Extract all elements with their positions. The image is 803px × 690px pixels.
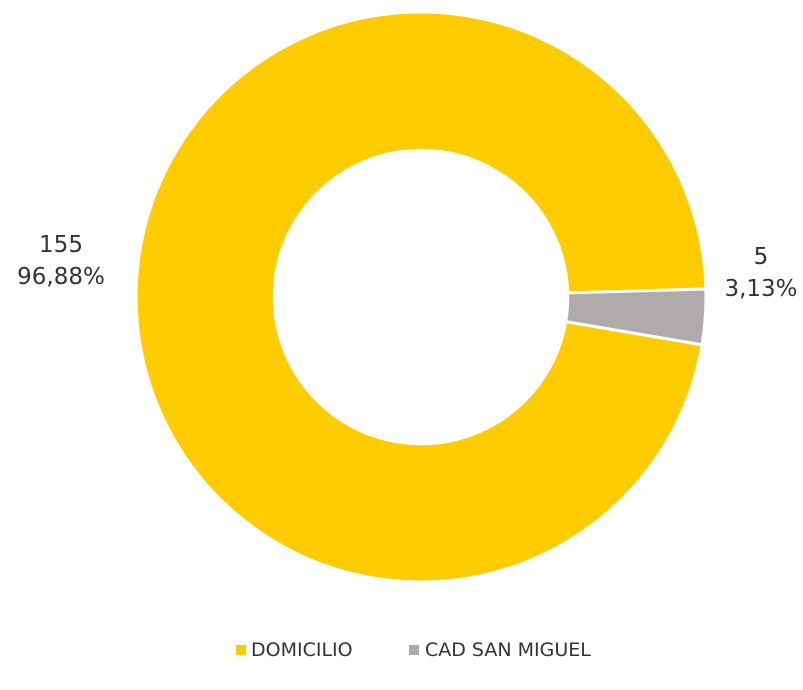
value-label-domicilio: 155 (39, 232, 83, 258)
legend-swatch-domicilio (236, 645, 246, 655)
slice-domicilio (134, 10, 708, 584)
value-label-cad-san-miguel: 5 (754, 244, 769, 270)
percent-label-cad-san-miguel: 3,13% (724, 276, 797, 302)
slices-group (134, 10, 708, 584)
slice-cad-san-miguel (563, 287, 708, 347)
legend-label-cad-san-miguel: CAD SAN MIGUEL (425, 639, 591, 661)
percent-label-domicilio: 96,88% (17, 264, 105, 290)
legend-swatch-cad-san-miguel (409, 645, 419, 655)
legend: DOMICILIO CAD SAN MIGUEL (236, 639, 591, 661)
legend-label-domicilio: DOMICILIO (251, 639, 353, 661)
data-labels-group: 155 96,88% 5 3,13% (17, 232, 797, 302)
